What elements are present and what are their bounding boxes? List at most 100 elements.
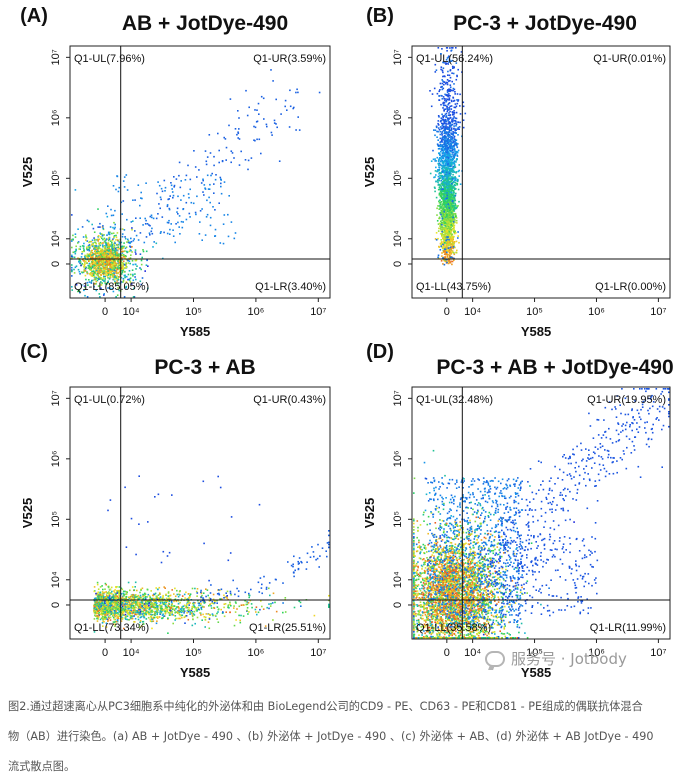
- data-point: [436, 69, 438, 71]
- data-point: [125, 238, 127, 240]
- data-point: [105, 263, 107, 265]
- data-point: [447, 221, 449, 223]
- data-point: [456, 112, 458, 114]
- data-point: [443, 67, 445, 69]
- data-point: [442, 216, 444, 218]
- data-point: [123, 246, 125, 248]
- data-point: [443, 240, 445, 242]
- data-point: [151, 228, 153, 230]
- data-point: [440, 131, 442, 133]
- data-point: [195, 212, 197, 214]
- data-point: [128, 274, 130, 276]
- data-point: [107, 205, 109, 207]
- data-point: [87, 273, 89, 275]
- data-point: [450, 123, 452, 125]
- data-point: [447, 183, 449, 185]
- data-point: [449, 161, 451, 163]
- data-point: [97, 226, 99, 228]
- data-point: [442, 98, 444, 100]
- data-point: [452, 162, 454, 164]
- data-point: [452, 177, 454, 179]
- data-point: [451, 136, 453, 138]
- data-point: [215, 229, 217, 231]
- data-point: [131, 229, 133, 231]
- data-point: [457, 179, 459, 181]
- data-point: [209, 618, 211, 620]
- data-point: [122, 272, 124, 274]
- y-tick-label: 10⁶: [392, 109, 404, 126]
- data-point: [451, 187, 453, 189]
- data-point: [211, 173, 213, 175]
- data-point: [439, 193, 441, 195]
- data-point: [151, 628, 153, 630]
- data-point: [274, 120, 276, 122]
- data-point: [270, 605, 272, 607]
- data-point: [101, 268, 103, 270]
- data-point: [453, 221, 455, 223]
- data-point: [448, 187, 450, 189]
- data-point: [164, 180, 166, 182]
- data-point: [450, 250, 452, 252]
- data-point: [189, 213, 191, 215]
- data-point: [102, 249, 104, 251]
- data-point: [454, 100, 456, 102]
- data-point: [96, 278, 98, 280]
- data-point: [446, 172, 448, 174]
- data-point: [111, 233, 113, 235]
- data-point: [121, 257, 123, 259]
- data-point: [199, 221, 201, 223]
- data-point: [449, 173, 451, 175]
- data-point: [106, 213, 108, 215]
- data-point: [154, 615, 156, 617]
- quadrant-ll-label: Q1-LL(85.05%): [74, 281, 149, 293]
- data-point: [89, 259, 91, 261]
- data-point: [452, 217, 454, 219]
- data-point: [285, 597, 287, 599]
- data-point: [201, 239, 203, 241]
- data-point: [440, 246, 442, 248]
- data-point: [171, 589, 173, 591]
- data-point: [459, 105, 461, 107]
- data-point: [449, 165, 451, 167]
- data-point: [457, 121, 459, 123]
- data-point: [206, 200, 208, 202]
- data-point: [160, 197, 162, 199]
- data-point: [446, 160, 448, 162]
- data-point: [258, 612, 260, 614]
- data-point: [71, 286, 73, 288]
- data-point: [177, 208, 179, 210]
- data-point: [442, 127, 444, 129]
- data-point: [94, 586, 96, 588]
- data-point: [224, 181, 226, 183]
- data-point: [118, 241, 120, 243]
- data-point: [459, 126, 461, 128]
- data-point: [159, 616, 161, 618]
- data-point: [124, 277, 126, 279]
- data-point: [83, 251, 85, 253]
- x-axis-label: Y585: [180, 324, 210, 339]
- data-point: [160, 199, 162, 201]
- data-point: [88, 242, 90, 244]
- data-point: [433, 159, 435, 161]
- data-point: [451, 108, 453, 110]
- data-point: [456, 123, 458, 125]
- data-point: [222, 160, 224, 162]
- data-point: [279, 160, 281, 162]
- data-point: [448, 122, 450, 124]
- data-point: [444, 132, 446, 134]
- data-point: [452, 168, 454, 170]
- data-point: [431, 106, 433, 108]
- data-point: [449, 196, 451, 198]
- data-point: [448, 227, 450, 229]
- data-point: [130, 277, 132, 279]
- data-point: [118, 187, 120, 189]
- data-point: [296, 89, 298, 91]
- data-point: [127, 260, 129, 262]
- data-point: [115, 189, 117, 191]
- data-point: [453, 196, 455, 198]
- data-point: [159, 185, 161, 187]
- data-point: [106, 260, 108, 262]
- data-point: [453, 120, 455, 122]
- data-point: [132, 260, 134, 262]
- data-point: [445, 101, 447, 103]
